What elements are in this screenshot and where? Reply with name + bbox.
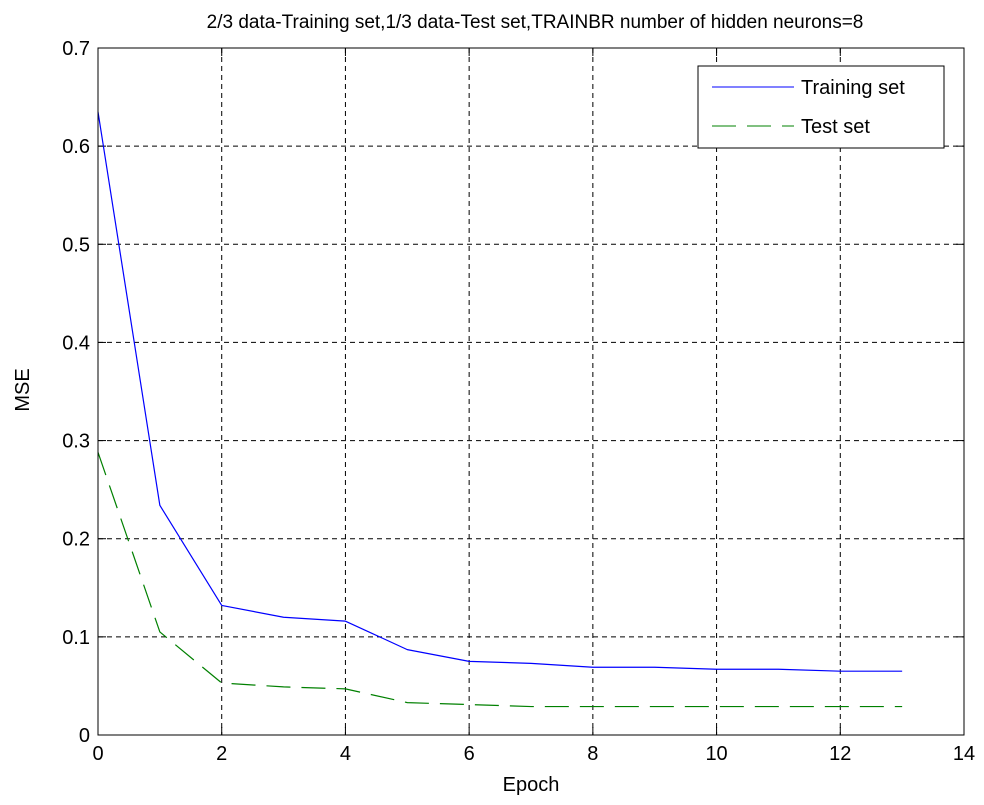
x-axis-tick-labels: 0 2 4 6 8 10 12 14 xyxy=(92,743,975,765)
y-tick-label: 0.5 xyxy=(62,234,90,256)
axes-frame xyxy=(97,47,965,736)
series-line-test-set xyxy=(97,452,903,708)
x-tick-label: 14 xyxy=(953,743,975,765)
y-tick-label: 0.1 xyxy=(62,627,90,649)
series-line-training-set xyxy=(97,111,903,672)
x-axis-title: Epoch xyxy=(503,774,560,796)
y-tick-label: 0 xyxy=(79,725,90,747)
legend-label-test-set: Test set xyxy=(801,116,870,138)
x-tick-label: 0 xyxy=(92,743,103,765)
data-series xyxy=(97,111,903,708)
y-tick-label: 0.7 xyxy=(62,38,90,60)
plot-area xyxy=(97,47,965,736)
x-tick-label: 12 xyxy=(829,743,851,765)
legend: Training set Test set xyxy=(697,65,945,149)
y-axis-title: MSE xyxy=(12,368,34,411)
x-tick-label: 6 xyxy=(464,743,475,765)
y-tick-label: 0.6 xyxy=(62,136,90,158)
x-tick-label: 4 xyxy=(340,743,351,765)
y-tick-label: 0.4 xyxy=(62,332,90,354)
legend-box xyxy=(697,65,945,149)
y-axis-tick-labels: 0 0.1 0.2 0.3 0.4 0.5 0.6 0.7 xyxy=(62,38,90,747)
grid-lines xyxy=(98,48,964,735)
y-tick-label: 0.3 xyxy=(62,431,90,453)
chart-title: 2/3 data-Training set,1/3 data-Test set,… xyxy=(207,12,864,33)
y-tick-label: 0.2 xyxy=(62,529,90,551)
x-tick-label: 10 xyxy=(705,743,727,765)
legend-label-training-set: Training set xyxy=(801,77,905,99)
x-tick-label: 8 xyxy=(587,743,598,765)
x-tick-label: 2 xyxy=(216,743,227,765)
